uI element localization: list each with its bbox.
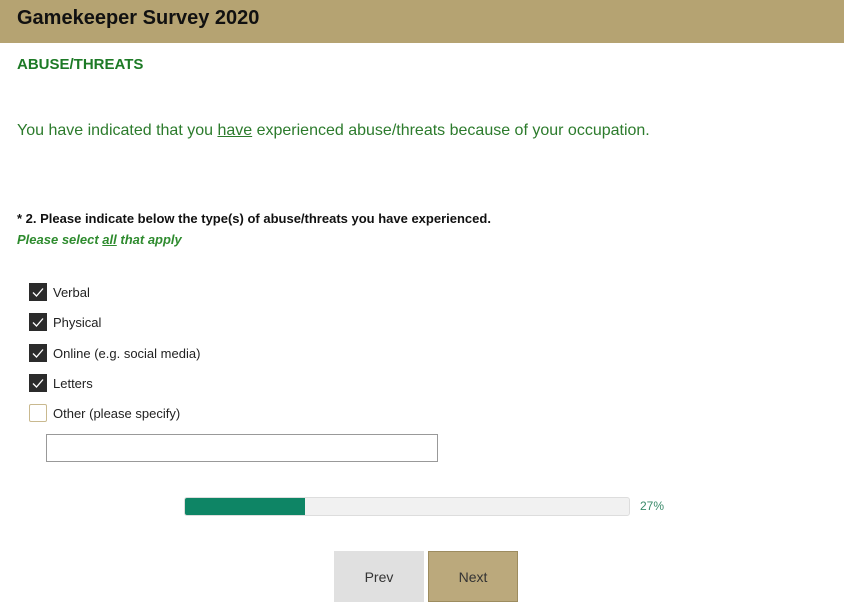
option-label: Letters [53, 375, 93, 391]
question-text: * 2. Please indicate below the type(s) o… [17, 211, 491, 226]
option-letters[interactable]: Letters [29, 374, 93, 392]
intro-text: You have indicated that you have experie… [17, 122, 650, 140]
hint-emphasis: all [102, 232, 117, 247]
option-label: Verbal [53, 284, 90, 300]
option-label: Other (please specify) [53, 405, 181, 421]
option-label: Online (e.g. social media) [53, 345, 201, 361]
survey-header: Gamekeeper Survey 2020 [0, 0, 844, 43]
prev-button[interactable]: Prev [334, 551, 424, 602]
checkmark-icon [32, 349, 44, 358]
progress-bar [184, 497, 630, 516]
question-hint: Please select all that apply [17, 232, 182, 247]
intro-after: experienced abuse/threats because of you… [252, 122, 650, 139]
checkmark-icon [32, 288, 44, 297]
survey-title: Gamekeeper Survey 2020 [17, 7, 260, 29]
checkbox[interactable] [29, 344, 47, 362]
checkbox[interactable] [29, 313, 47, 331]
next-button[interactable]: Next [428, 551, 518, 602]
checkbox[interactable] [29, 283, 47, 301]
checkmark-icon [32, 318, 44, 327]
option-other[interactable]: Other (please specify) [29, 404, 180, 422]
other-specify-input[interactable] [46, 434, 438, 462]
intro-before: You have indicated that you [17, 122, 218, 139]
checkbox[interactable] [29, 374, 47, 392]
progress-label: 27% [640, 499, 665, 513]
progress-fill [185, 498, 305, 515]
hint-before: Please select [17, 232, 103, 247]
section-title: ABUSE/THREATS [17, 56, 144, 73]
option-physical[interactable]: Physical [29, 313, 101, 331]
option-label: Physical [53, 314, 102, 330]
option-online[interactable]: Online (e.g. social media) [29, 344, 200, 362]
checkmark-icon [32, 379, 44, 388]
checkbox[interactable] [29, 404, 47, 422]
hint-after: that apply [116, 232, 182, 247]
option-verbal[interactable]: Verbal [29, 283, 90, 301]
intro-emphasis: have [217, 122, 253, 139]
